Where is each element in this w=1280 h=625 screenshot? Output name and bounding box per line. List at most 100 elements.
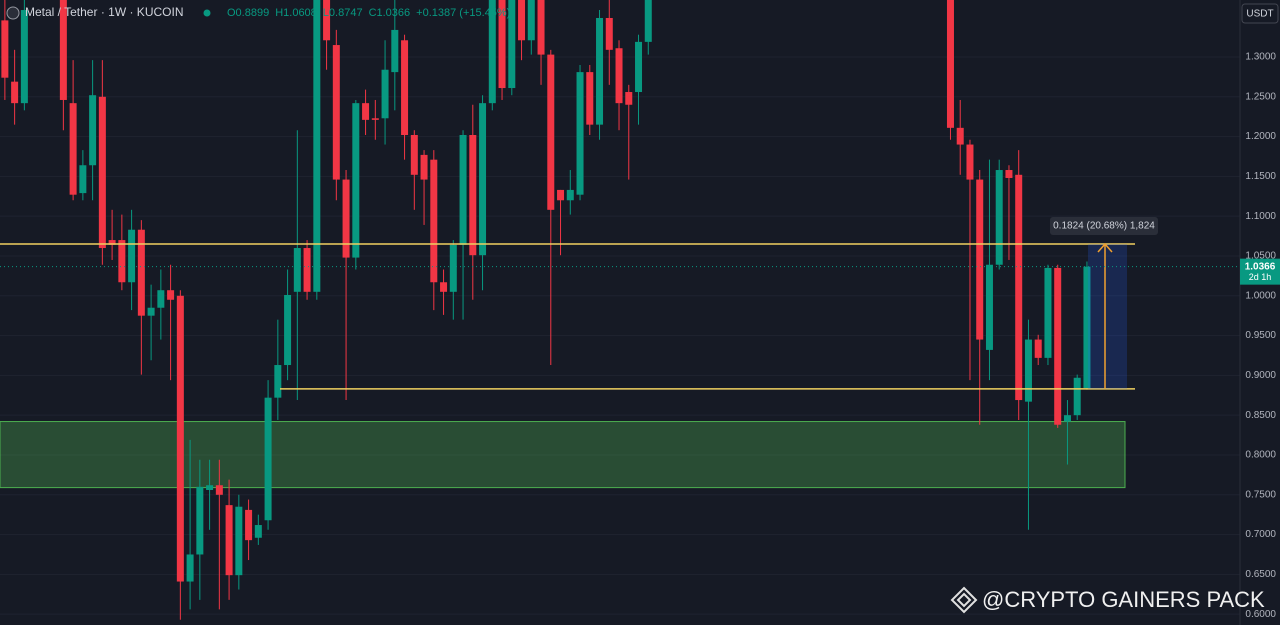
plot — [0, 0, 1240, 620]
y-tick-label: 1.0500 — [1245, 251, 1276, 262]
currency-button[interactable]: USDT — [1246, 9, 1273, 20]
candle-body — [1083, 266, 1091, 389]
candle-body — [381, 69, 389, 119]
candle-body — [596, 17, 604, 125]
y-tick-label: 0.8500 — [1245, 410, 1276, 421]
candle-body — [274, 365, 282, 398]
y-tick-label: 0.6500 — [1245, 569, 1276, 580]
candle-body — [479, 103, 487, 256]
candle-body — [488, 0, 496, 104]
candle-body — [976, 179, 984, 340]
candle-body — [410, 134, 418, 175]
price-axis: 1.3000 1.2500 1.2000 1.1500 1.1000 1.0500 1.00… — [1239, 0, 1280, 625]
candle-body — [547, 54, 555, 210]
candle-body — [459, 134, 467, 245]
candle-body — [1034, 339, 1042, 358]
candle-body — [1054, 267, 1062, 425]
candle-body — [498, 0, 506, 89]
candle-body — [1005, 170, 1013, 178]
candle-body — [225, 505, 233, 576]
candle-body — [576, 72, 584, 195]
candle-body — [371, 118, 379, 120]
candle-body — [1063, 415, 1071, 422]
candle-body — [1044, 267, 1052, 358]
y-tick-label: 1.3000 — [1245, 52, 1276, 63]
candle-body — [1073, 377, 1081, 416]
candle-body — [557, 189, 565, 201]
candle-body — [352, 103, 360, 258]
candle-body — [1024, 339, 1032, 402]
candle-body — [284, 294, 292, 366]
symbol-icon — [6, 6, 20, 20]
axis-background — [1240, 0, 1280, 625]
status-dot — [203, 9, 211, 17]
candle-body — [985, 264, 993, 350]
candle-body — [323, 0, 331, 41]
candle-body — [527, 0, 535, 41]
ohlc-value: H1.0608 — [275, 7, 317, 19]
y-tick-label: 1.1500 — [1245, 171, 1276, 182]
support-zone — [0, 421, 1126, 489]
candle-body — [537, 0, 545, 55]
y-tick-label: 0.9500 — [1245, 330, 1276, 341]
candle-body — [644, 0, 652, 42]
candle-body — [293, 248, 301, 292]
candle-body — [313, 0, 321, 292]
y-tick-label: 1.2000 — [1245, 131, 1276, 142]
candle-body — [1015, 174, 1023, 401]
candle-body — [11, 81, 19, 104]
candle-body — [69, 103, 77, 195]
measure-label: 0.1824 (20.68%) 1,824 — [1053, 221, 1155, 232]
candle-body — [449, 244, 457, 292]
candle-body — [956, 127, 964, 145]
y-tick-label: 0.8000 — [1245, 450, 1276, 461]
candle-body — [420, 154, 428, 180]
measure-arrow-head — [1097, 242, 1113, 253]
candle-body — [440, 282, 448, 292]
candle-body — [206, 485, 214, 491]
countdown-label: 2d 1h — [1249, 272, 1272, 282]
candle-body — [59, 0, 67, 100]
candle-body — [89, 95, 97, 166]
overlay: Metal / Tether · 1W · KUCOIN 0.1824 (20.… — [6, 5, 1265, 614]
candle-body — [586, 72, 594, 125]
ohlc-value: O0.8899 — [227, 7, 269, 19]
candle-body — [20, 10, 28, 104]
candle-body — [391, 29, 399, 73]
candle-body — [966, 144, 974, 180]
currency-button-bg[interactable] — [1241, 3, 1279, 24]
candle-body — [157, 290, 165, 308]
candle-body — [508, 0, 516, 89]
candle-body — [332, 45, 340, 180]
measure-label-bg — [1050, 217, 1158, 236]
ohlc-value: +0.1387 (+15.45%) — [416, 7, 510, 19]
candle-body — [264, 397, 272, 521]
candle-body — [469, 134, 477, 256]
candle-body — [362, 103, 370, 120]
candle-body — [518, 0, 526, 41]
y-tick-label: 1.0000 — [1245, 290, 1276, 301]
candle-body — [605, 17, 613, 50]
symbol-title: Metal / Tether · 1W · KUCOIN — [25, 5, 183, 19]
candle-body — [625, 92, 633, 105]
candle-body — [176, 295, 184, 582]
candle-body — [1, 20, 9, 78]
y-tick-label: 0.7000 — [1245, 529, 1276, 540]
y-tick-label: 1.1000 — [1245, 211, 1276, 222]
candle-body — [430, 159, 438, 283]
candle-body — [167, 290, 175, 300]
candle-body — [254, 525, 262, 538]
candle-body — [186, 554, 194, 582]
candle-body — [98, 96, 106, 249]
candle-body — [245, 509, 253, 541]
candle-body — [995, 170, 1003, 265]
ohlc-value: L0.8747 — [323, 7, 363, 19]
watermark: @CRYPTO GAINERS PACK — [982, 587, 1265, 612]
candle-body — [118, 240, 126, 283]
last-price-tag — [1240, 258, 1280, 285]
candle-body — [566, 189, 574, 201]
candle-body — [342, 179, 350, 258]
candle-body — [235, 506, 243, 576]
measure-box — [1088, 244, 1127, 389]
